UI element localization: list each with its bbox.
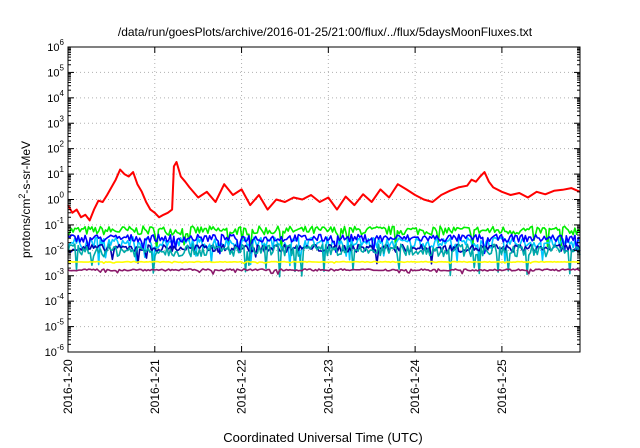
y-tick-label: 10-1 — [45, 216, 65, 232]
y-tick-label: 100 — [47, 191, 64, 207]
x-tick-label: 2016-1-25 — [495, 359, 509, 414]
series-line — [67, 268, 581, 275]
y-tick-label: 10-5 — [45, 318, 65, 334]
series-group — [67, 161, 581, 278]
series-line — [67, 161, 581, 222]
y-tick-label: 103 — [47, 114, 64, 130]
y-tick-label: 10-2 — [45, 241, 65, 257]
x-tick-label: 2016-1-20 — [61, 359, 75, 414]
x-tick-label: 2016-1-22 — [235, 359, 249, 414]
y-axis-label: protons/cm2-s-sr-MeV — [17, 141, 33, 258]
y-tick-label: 105 — [47, 63, 64, 79]
x-axis-label: Coordinated Universal Time (UTC) — [223, 430, 422, 445]
y-tick-label: 10-6 — [45, 343, 65, 359]
series-line — [67, 260, 581, 265]
series-line — [67, 225, 581, 250]
x-axis-ticks: 2016-1-20 2016-1-21 2016-1-22 2016-1-23 2016… — [61, 47, 509, 414]
y-tick-label: 102 — [47, 140, 64, 156]
chart-title: /data/run/goesPlots/archive/2016-01-25/2… — [118, 25, 533, 39]
y-tick-label: 101 — [47, 165, 64, 181]
x-tick-label: 2016-1-21 — [148, 359, 162, 414]
x-tick-label: 2016-1-23 — [321, 359, 335, 414]
x-tick-label: 2016-1-24 — [408, 359, 422, 414]
y-tick-label: 104 — [47, 89, 64, 105]
y-tick-label: 10-4 — [45, 292, 65, 308]
series-line — [67, 233, 581, 255]
series-line — [67, 243, 581, 278]
y-tick-label: 10-3 — [45, 267, 65, 283]
y-tick-label: 106 — [47, 38, 64, 54]
y-axis-ticks: 10-6 10-5 10-4 10-3 10-2 10-1 100 101 102 103 104 1… — [45, 38, 580, 359]
